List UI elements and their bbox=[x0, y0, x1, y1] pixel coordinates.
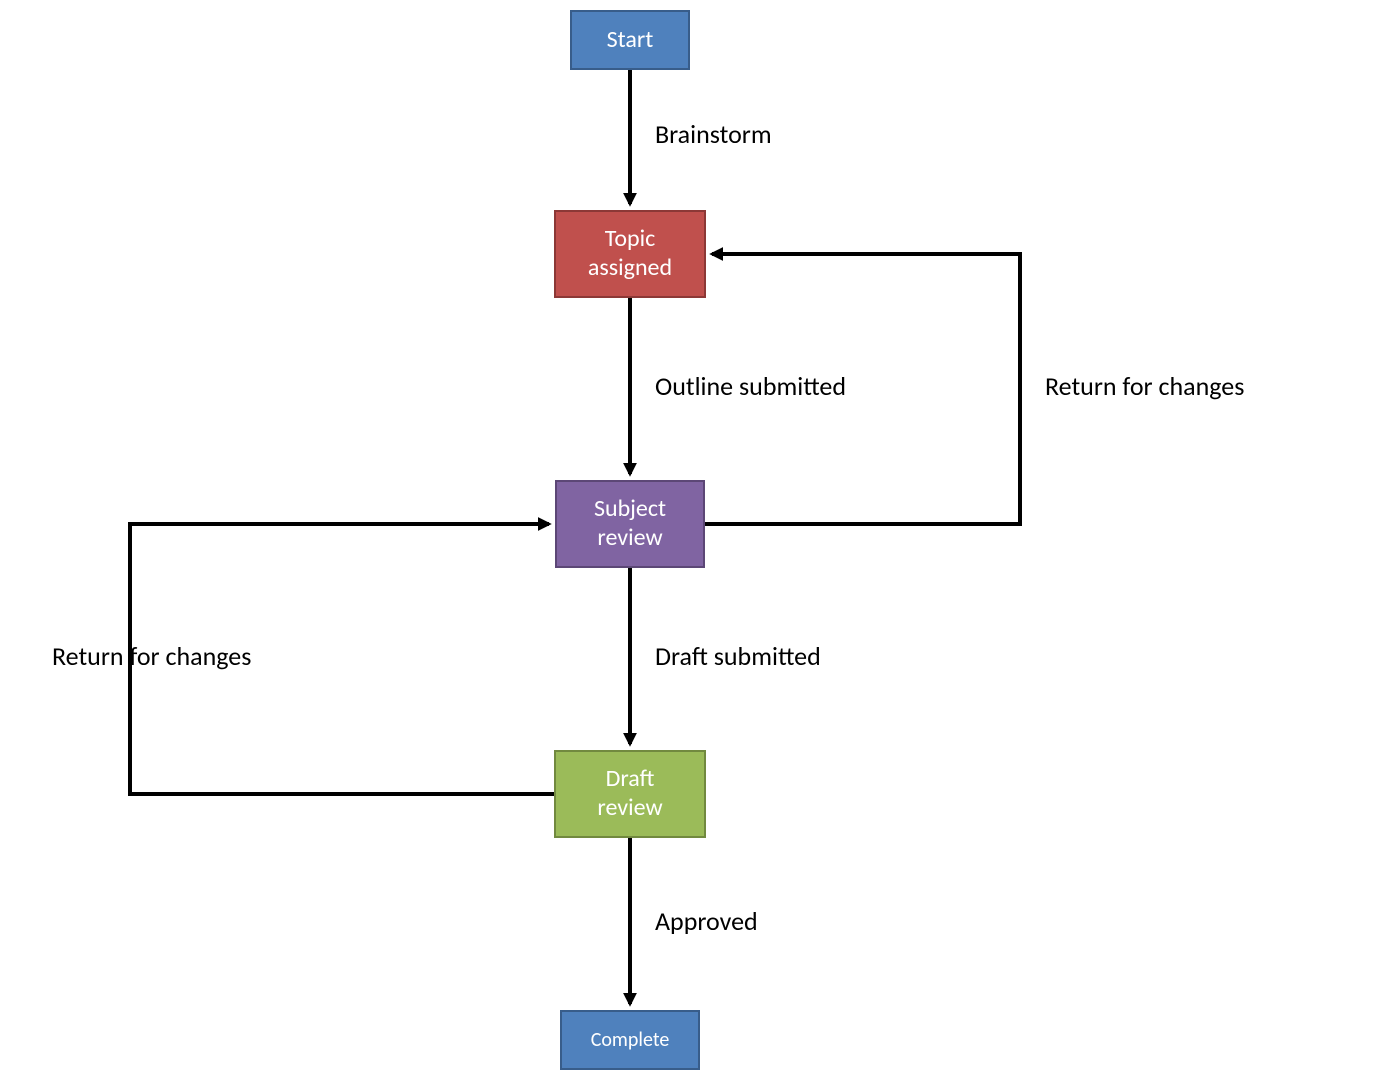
node-start: Start bbox=[570, 10, 690, 70]
edge-label-e2: Outline submitted bbox=[655, 370, 846, 402]
node-complete: Complete bbox=[560, 1010, 700, 1070]
node-draft: Draftreview bbox=[554, 750, 706, 838]
node-topic: Topicassigned bbox=[554, 210, 706, 298]
flowchart-canvas: Start Topicassigned Subjectreview Draftrevi… bbox=[0, 0, 1377, 1085]
edge-label-e4: Approved bbox=[655, 905, 758, 937]
edge-label-e3: Draft submitted bbox=[655, 640, 821, 672]
node-subject: Subjectreview bbox=[555, 480, 705, 568]
edge-label-e6: Return for changes bbox=[52, 640, 251, 672]
edge-label-e1: Brainstorm bbox=[655, 118, 772, 150]
edge-label-e5: Return for changes bbox=[1045, 370, 1244, 402]
